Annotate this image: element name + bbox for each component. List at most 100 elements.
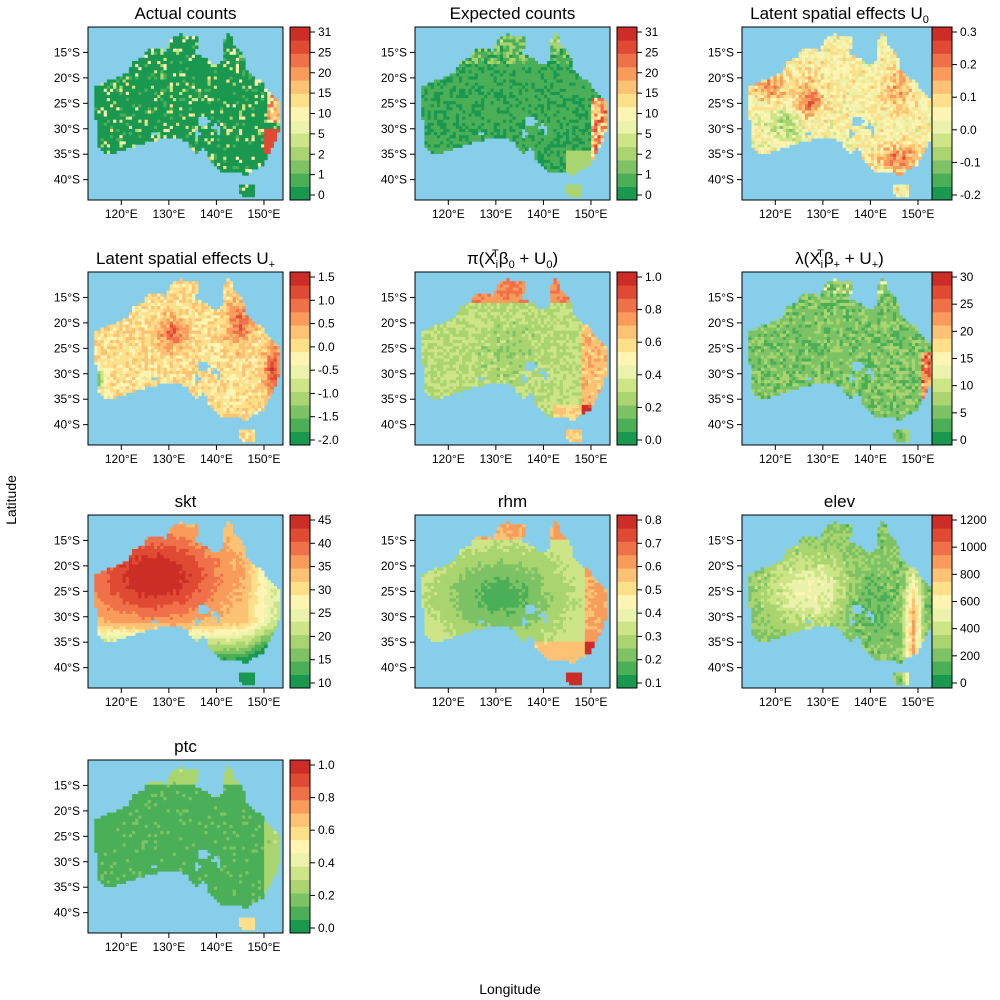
map-cell: [144, 60, 149, 65]
map-cell: [892, 125, 897, 130]
legend-tick-label: 20: [318, 66, 332, 80]
map-cell: [499, 36, 504, 40]
map-cell: [273, 98, 278, 102]
map-cell: [157, 104, 161, 108]
map-cell: [845, 36, 850, 40]
map-cell: [138, 76, 142, 80]
map-cell: [229, 144, 234, 148]
map-cell: [260, 138, 265, 142]
map-cell: [767, 119, 771, 124]
map-cell: [154, 73, 158, 77]
map-cell: [779, 107, 784, 111]
map-cell: [789, 101, 793, 105]
map-cell: [553, 128, 557, 133]
map-cell: [110, 141, 114, 145]
map-cell: [103, 150, 108, 155]
map-cell: [584, 132, 589, 136]
map-cell: [194, 110, 199, 114]
map-cell: [751, 94, 755, 99]
map-cell: [600, 132, 605, 136]
map-cell: [125, 85, 130, 90]
map-cell: [455, 67, 460, 71]
map-cell: [877, 104, 881, 108]
map-cell: [767, 150, 771, 155]
map-cell: [594, 144, 598, 148]
map-cell: [446, 98, 450, 102]
map-cell: [877, 110, 881, 114]
map-cell: [471, 51, 476, 56]
map-cell: [525, 138, 529, 142]
map-cell: [201, 70, 205, 74]
map-cell: [531, 135, 535, 139]
map-cell: [245, 150, 249, 155]
map-cell: [786, 125, 790, 130]
map-cell: [512, 70, 516, 74]
map-cell: [188, 101, 193, 105]
map-cell: [792, 132, 796, 136]
map-cell: [481, 48, 485, 53]
map-cell: [468, 110, 472, 114]
map-cell: [587, 116, 592, 121]
map-cell: [830, 82, 834, 87]
map-cell: [553, 45, 557, 49]
map-cell: [176, 64, 180, 68]
map-cell: [874, 104, 878, 108]
map-cell: [786, 94, 790, 99]
map-cell: [468, 128, 472, 133]
map-cell: [207, 116, 212, 121]
map-cell: [440, 107, 444, 111]
map-cell: [874, 166, 878, 170]
map-cell: [754, 101, 759, 105]
map-cell: [172, 70, 177, 74]
map-cell: [874, 122, 878, 127]
map-cell: [471, 67, 476, 71]
map-cell: [487, 113, 491, 117]
map-cell: [845, 94, 850, 99]
map-cell: [144, 132, 149, 136]
map-cell: [845, 39, 850, 43]
map-cell: [556, 116, 561, 121]
map-cell: [481, 113, 485, 117]
map-cell: [176, 73, 180, 77]
map-cell: [808, 67, 812, 71]
map-cell: [220, 159, 224, 164]
map-cell: [119, 94, 123, 99]
map-cell: [833, 113, 837, 117]
map-cell: [179, 85, 183, 90]
map-cell: [248, 147, 252, 151]
map-cell: [493, 91, 498, 96]
map-cell: [553, 162, 557, 167]
map-cell: [892, 54, 897, 59]
map-cell: [264, 144, 268, 148]
map-cell: [760, 98, 765, 102]
map-cell: [798, 82, 803, 87]
map-cell: [103, 101, 108, 105]
map-cell: [550, 76, 554, 80]
map-cell: [534, 76, 539, 80]
map-cell: [814, 48, 818, 53]
map-cell: [547, 101, 551, 105]
map-cell: [424, 132, 428, 136]
map-cell: [836, 48, 840, 53]
map-cell: [182, 39, 186, 43]
map-cell: [512, 104, 516, 108]
map-cell: [883, 166, 888, 170]
map-cell: [525, 125, 529, 130]
map-cell: [801, 73, 806, 77]
map-cell: [889, 156, 894, 161]
map-cell: [852, 76, 856, 80]
map-cell: [776, 85, 781, 90]
map-cell: [471, 98, 476, 102]
map-cell: [594, 150, 598, 155]
map-cell: [883, 147, 888, 151]
map-cell: [556, 70, 561, 74]
map-cell: [852, 82, 856, 87]
map-cell: [760, 141, 765, 145]
map-cell: [509, 42, 513, 46]
map-cell: [786, 82, 790, 87]
map-cell: [892, 159, 897, 164]
map-cell: [245, 70, 249, 74]
map-cell: [490, 82, 494, 87]
map-cell: [509, 85, 513, 90]
map-cell: [490, 88, 494, 93]
